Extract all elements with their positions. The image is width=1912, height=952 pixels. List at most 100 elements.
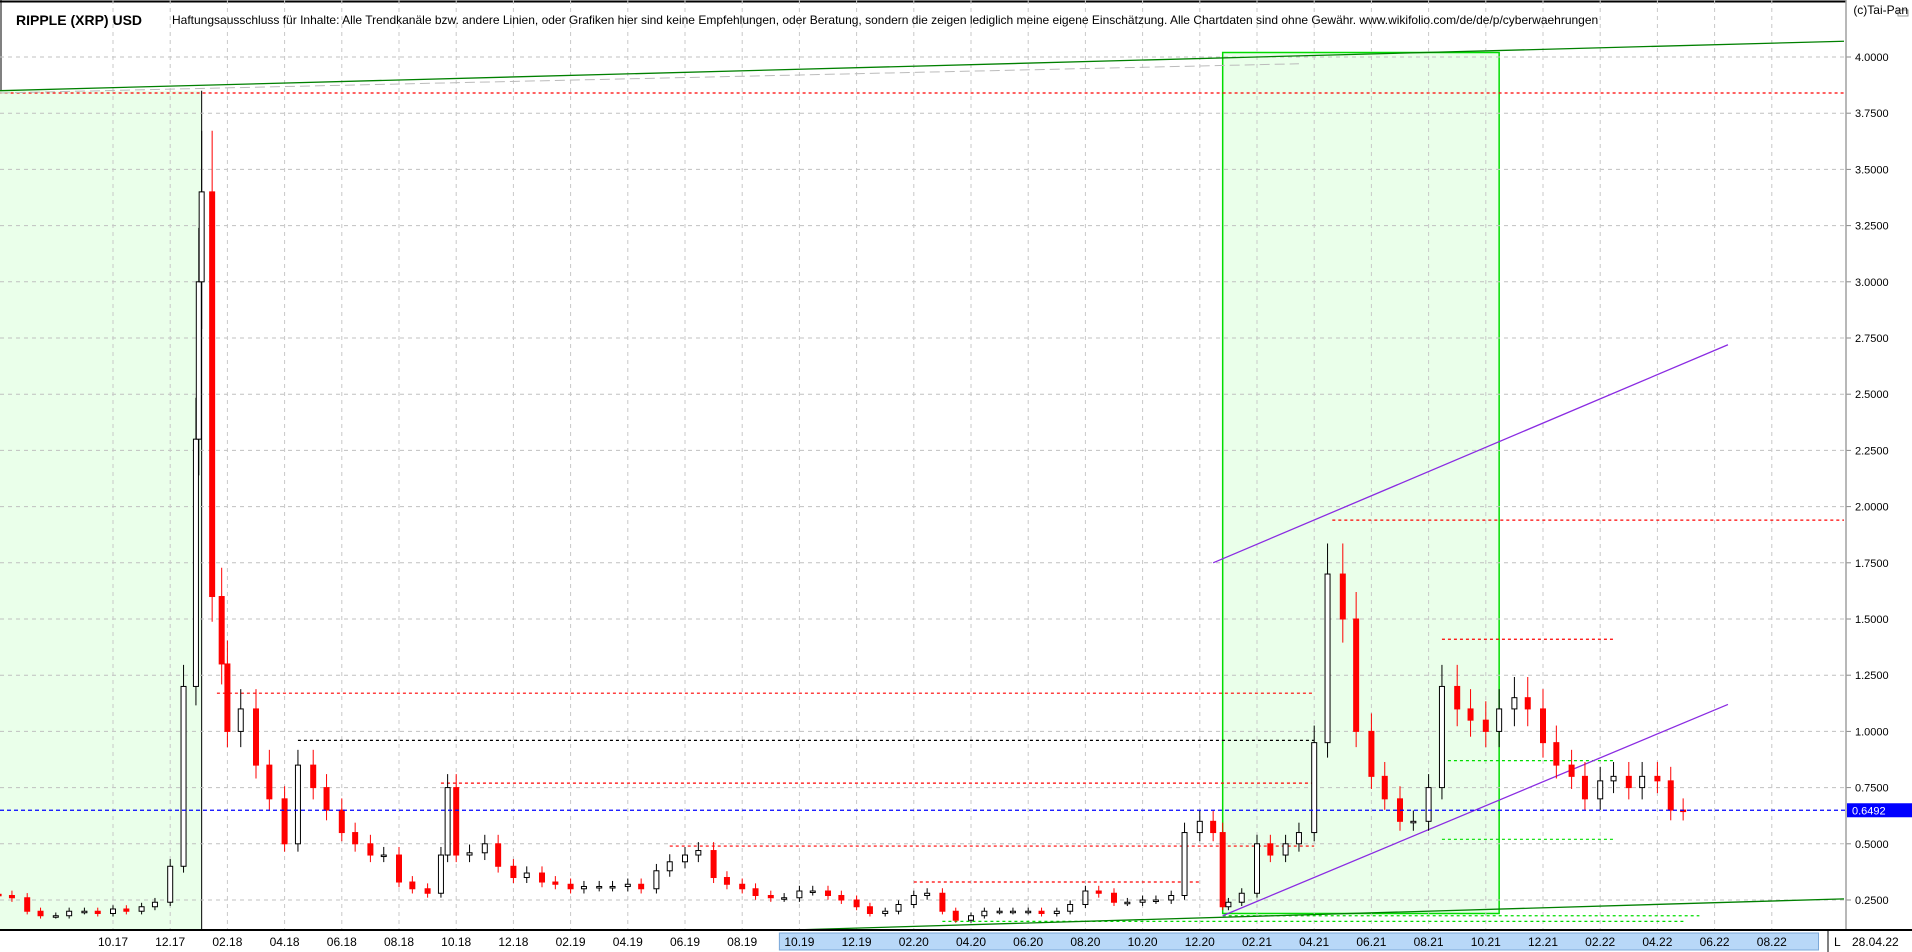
candle (0, 893, 2, 897)
highlight-box (1221, 51, 1500, 915)
last-date-label: 28.04.22 (1852, 935, 1899, 949)
axis-mode-label[interactable]: L (1834, 935, 1841, 949)
x-tick-label: 02.18 (212, 935, 242, 949)
candle (1152, 899, 1159, 902)
candle (444, 787, 451, 856)
candle (924, 892, 931, 897)
candle (495, 843, 502, 867)
candle (123, 908, 130, 912)
candle (1095, 890, 1102, 894)
candle (198, 191, 205, 283)
x-tick-label: 12.20 (1185, 935, 1215, 949)
candle (981, 910, 988, 917)
candle (1225, 901, 1232, 908)
candle (94, 910, 101, 914)
candle (52, 915, 59, 918)
candle (1238, 892, 1245, 903)
candle (882, 910, 889, 914)
x-tick-label: 10.18 (441, 935, 471, 949)
candle (66, 910, 73, 917)
x-tick-label: 06.19 (670, 935, 700, 949)
candle (1009, 910, 1016, 914)
candle (1425, 787, 1432, 822)
channel-line (1212, 344, 1729, 564)
candle (367, 843, 374, 856)
x-tick-label: 04.20 (956, 935, 986, 949)
candle (781, 897, 788, 900)
candle (682, 854, 688, 863)
candle (424, 888, 431, 894)
candle (723, 877, 730, 885)
minimize-button[interactable] (1897, 9, 1909, 17)
candle (1524, 697, 1531, 710)
candle (624, 883, 631, 888)
long_trend-line (0, 40, 1845, 92)
candle (266, 764, 273, 800)
candle (895, 903, 902, 912)
candle (552, 881, 559, 885)
candle (539, 872, 545, 883)
candle (1438, 685, 1445, 789)
candle (1168, 895, 1175, 901)
candle (453, 787, 460, 856)
x-tick-label: 06.21 (1356, 935, 1386, 949)
x-tick-label: 08.19 (727, 935, 757, 949)
candle (167, 865, 174, 903)
candle (1496, 708, 1503, 732)
candle (1053, 910, 1060, 914)
candle (739, 883, 746, 890)
candle (939, 892, 946, 912)
candle (338, 809, 345, 834)
candle (209, 191, 216, 598)
candle (1410, 820, 1417, 824)
x-tick-label: 08.18 (384, 935, 414, 949)
x-tick-label: 04.19 (613, 935, 643, 949)
candle (853, 899, 860, 908)
x-tick-label: 12.17 (155, 935, 185, 949)
channel-line (1222, 703, 1729, 917)
last-price-label: 0.6492 (1852, 805, 1886, 817)
candle (825, 890, 831, 897)
candle (1082, 890, 1089, 905)
candle (952, 910, 959, 921)
candle (1111, 892, 1117, 903)
x-tick-label: 12.18 (498, 935, 528, 949)
candle (323, 787, 330, 811)
candle (81, 910, 88, 914)
candle (1581, 775, 1588, 800)
x-tick-label: 10.21 (1471, 935, 1501, 949)
candle (1181, 832, 1188, 897)
candle (1067, 903, 1074, 912)
x-tick-label: 10.17 (98, 935, 128, 949)
y-tick-label: 3.7500 (1855, 108, 1889, 120)
candle (1339, 573, 1346, 620)
candle (310, 764, 317, 789)
candle (1324, 573, 1331, 744)
x-tick-label: 12.19 (842, 935, 872, 949)
candle (580, 886, 587, 890)
candle (567, 883, 574, 890)
candle (1295, 832, 1302, 845)
candle (796, 890, 803, 899)
candle (24, 897, 31, 912)
x-tick-label: 10.19 (784, 935, 814, 949)
y-tick-label: 4.0000 (1855, 52, 1889, 64)
y-tick-label: 1.5000 (1855, 614, 1889, 626)
y-tick-label: 3.2500 (1855, 221, 1889, 233)
candle (809, 890, 816, 894)
candle (1482, 719, 1489, 732)
candle (1124, 901, 1131, 905)
candle (1282, 843, 1289, 856)
y-tick-label: 1.2500 (1855, 670, 1889, 682)
candle (37, 910, 44, 917)
candle (224, 663, 231, 732)
x-tick-label: 08.22 (1757, 935, 1787, 949)
candle (968, 915, 974, 921)
x-tick-label: 02.22 (1585, 935, 1615, 949)
candle (1610, 775, 1617, 782)
candle (866, 906, 873, 914)
candle (1540, 708, 1546, 744)
candle (138, 906, 145, 912)
candle (1568, 764, 1575, 777)
candle (8, 895, 15, 899)
